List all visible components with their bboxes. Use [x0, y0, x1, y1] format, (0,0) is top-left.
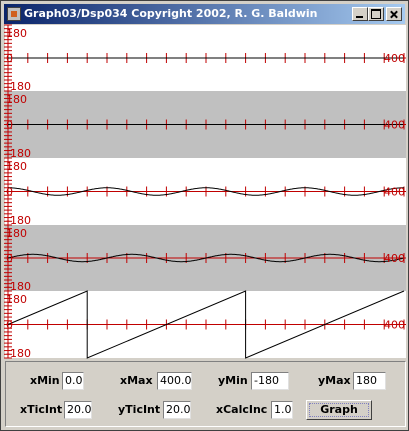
data-curve [7, 253, 405, 263]
xcalcinc-label: xCalcInc [216, 403, 268, 416]
xcalcinc-field[interactable]: 1.0 [271, 401, 293, 419]
y-max-label: 180 [6, 227, 27, 240]
java-app-icon[interactable] [7, 7, 21, 21]
y-max-label: 180 [6, 93, 27, 106]
yticint-field[interactable]: 20.0 [163, 401, 191, 419]
y-min-label: -180 [6, 214, 31, 227]
xticint-label: xTicInt [20, 403, 63, 416]
x-max-label: 400 [384, 186, 405, 199]
y-min-label: -180 [6, 147, 31, 160]
x-max-label: 400 [384, 52, 405, 65]
x-max-label: 400 [384, 319, 405, 332]
maximize-icon[interactable] [368, 7, 384, 21]
origin-label: 0 [6, 52, 13, 65]
data-curve [7, 290, 405, 359]
ymax-label: yMax [318, 374, 351, 387]
xmax-label: xMax [120, 374, 153, 387]
y-min-label: -180 [6, 347, 31, 360]
x-max-label: 400 [384, 252, 405, 265]
xmin-field[interactable]: 0.0 [62, 372, 84, 390]
graph-button[interactable]: Graph [306, 400, 372, 420]
yticint-label: yTicInt [118, 403, 161, 416]
ymin-field[interactable]: -180 [251, 372, 289, 390]
y-min-label: -180 [6, 280, 31, 293]
xticint-field[interactable]: 20.0 [64, 401, 92, 419]
y-min-label: -180 [6, 80, 31, 93]
data-curve [8, 187, 404, 196]
origin-label: 0 [6, 186, 13, 199]
xmin-label: xMin [30, 374, 60, 387]
minimize-icon[interactable] [352, 7, 368, 21]
origin-label: 0 [6, 119, 13, 132]
title-bar[interactable]: Graph03/Dsp034 Copyright 2002, R. G. Bal… [4, 4, 405, 24]
close-icon[interactable] [386, 7, 402, 21]
control-panel: xMin 0.0 xMax 400.0 yMin -180 yMax 180 x… [5, 361, 406, 427]
y-max-label: 180 [6, 293, 27, 306]
window-title: Graph03/Dsp034 Copyright 2002, R. G. Bal… [24, 7, 318, 20]
ymax-field[interactable]: 180 [353, 372, 386, 390]
ymin-label: yMin [218, 374, 248, 387]
xmax-field[interactable]: 400.0 [157, 372, 192, 390]
origin-label: 0 [6, 319, 13, 332]
y-max-label: 180 [6, 160, 27, 173]
origin-label: 0 [6, 252, 13, 265]
y-max-label: 180 [6, 27, 27, 40]
x-max-label: 400 [384, 119, 405, 132]
